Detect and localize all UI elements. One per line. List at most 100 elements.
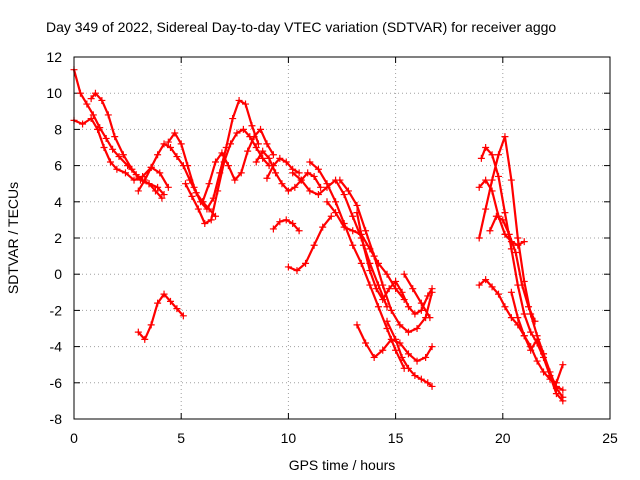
data-point [392, 346, 400, 354]
series-line [338, 179, 434, 334]
x-tick-label: 25 [602, 430, 618, 446]
data-point [392, 277, 400, 285]
data-point [362, 227, 370, 235]
data-point [173, 305, 181, 313]
data-point [282, 216, 290, 224]
data-point [475, 183, 483, 191]
data-point [263, 140, 271, 148]
chart-title: Day 349 of 2022, Sidereal Day-to-day VTE… [46, 19, 556, 35]
data-point [495, 290, 503, 298]
data-point [263, 174, 271, 182]
data-point [417, 306, 425, 314]
data-point [501, 209, 509, 217]
series-line [355, 211, 434, 316]
y-tick-label: -8 [50, 411, 63, 427]
data-point [89, 111, 97, 119]
data-point [207, 216, 215, 224]
series-line [478, 135, 564, 399]
data-point [319, 223, 327, 231]
data-point [520, 332, 528, 340]
data-point [501, 133, 509, 141]
data-point [404, 350, 412, 358]
data-point [495, 172, 503, 180]
data-point [482, 176, 490, 184]
y-tick-label: 12 [46, 49, 62, 65]
y-axis-title: SDTVAR / TECUs [5, 182, 21, 294]
series-line [137, 293, 185, 341]
series-arc-10 [269, 216, 303, 235]
data-point [94, 125, 102, 133]
data-point [527, 328, 535, 336]
data-point [282, 158, 290, 166]
data-point [366, 267, 374, 275]
data-point [559, 361, 567, 369]
series-arc-19 [400, 270, 434, 322]
series-arc-26 [507, 288, 567, 405]
data-point [224, 162, 232, 170]
data-point [507, 314, 515, 322]
data-point [488, 187, 496, 195]
data-point [366, 281, 374, 289]
series-arc-2 [70, 115, 172, 191]
data-point [239, 125, 247, 133]
data-series [70, 66, 567, 405]
data-point [540, 350, 548, 358]
data-point [190, 183, 198, 191]
data-point [154, 151, 162, 159]
data-point [227, 140, 235, 148]
data-point [411, 310, 419, 318]
data-point [229, 115, 237, 123]
data-point [177, 140, 185, 148]
data-point [559, 397, 567, 405]
data-point [525, 303, 533, 311]
data-point [269, 225, 277, 233]
data-point [115, 153, 123, 161]
data-point [353, 321, 361, 329]
data-point [413, 357, 421, 365]
x-tick-label: 0 [70, 430, 78, 446]
data-point [482, 144, 490, 151]
data-point [501, 303, 509, 311]
series-arc-3 [87, 89, 168, 199]
series-line [325, 200, 406, 301]
data-point [426, 314, 434, 322]
data-point [259, 154, 267, 162]
data-point [272, 169, 280, 177]
axis-ticks: 0 5 10 15 20 25 -8 -6 -4 -2 0 2 4 6 8 10 12 [46, 49, 618, 446]
data-point [372, 285, 380, 293]
data-point [203, 205, 211, 213]
data-point [370, 252, 378, 260]
data-point [242, 100, 250, 108]
data-point [252, 144, 260, 151]
data-point [527, 346, 535, 354]
data-point [323, 198, 331, 206]
data-point [205, 180, 213, 188]
data-point [359, 241, 367, 249]
data-point [295, 169, 303, 177]
data-point [353, 209, 361, 217]
data-point [428, 382, 436, 390]
data-point [332, 198, 340, 206]
grid [74, 57, 610, 419]
series-arc-15 [336, 176, 436, 336]
data-point [164, 138, 172, 146]
y-tick-label: 10 [46, 85, 62, 101]
plot-frame [73, 56, 611, 420]
data-point [417, 375, 425, 383]
data-point [518, 281, 526, 289]
data-point [269, 151, 277, 159]
data-point [188, 192, 196, 200]
series-arc-17 [353, 321, 436, 365]
data-point [166, 144, 174, 151]
data-point [336, 176, 344, 184]
data-point [158, 194, 166, 202]
data-point [323, 180, 331, 188]
series-arc-5 [164, 96, 262, 213]
data-point [297, 176, 305, 184]
data-point [546, 372, 554, 380]
data-point [340, 223, 348, 231]
data-point [383, 317, 391, 325]
y-tick-label: -6 [50, 375, 63, 391]
data-point [289, 220, 297, 228]
data-point [291, 183, 299, 191]
